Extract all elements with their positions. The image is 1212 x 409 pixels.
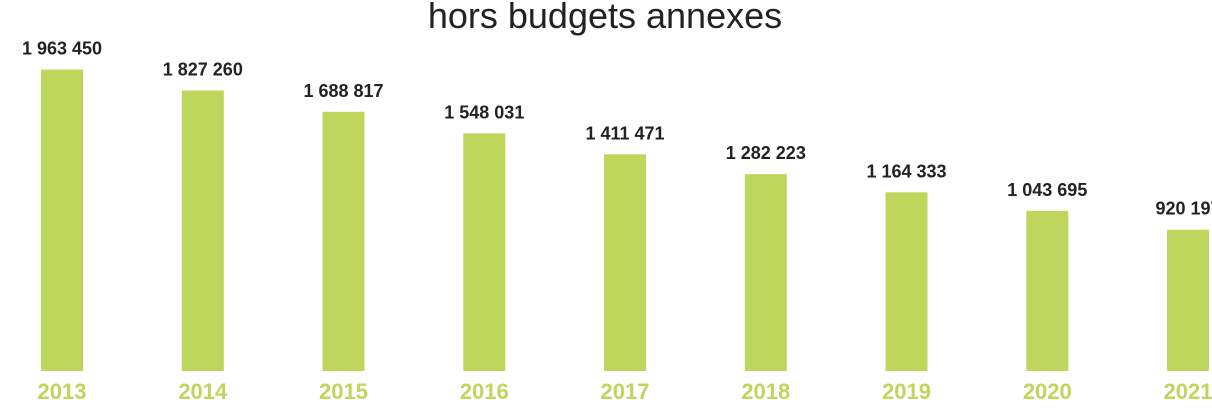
year-label-2016: 2016 <box>460 379 509 404</box>
year-label-2019: 2019 <box>882 379 931 404</box>
bar-2018 <box>744 174 787 371</box>
bar-2017 <box>604 154 646 371</box>
bar-2020 <box>1026 210 1069 371</box>
year-label-2014: 2014 <box>178 379 228 404</box>
bar-2016 <box>463 133 506 371</box>
value-label-2013: 1 963 450 <box>22 39 102 59</box>
year-label-2018: 2018 <box>741 379 790 404</box>
value-label-2020: 1 043 695 <box>1007 180 1087 200</box>
year-labels-group: 2013 2014 2015 2016 2017 2018 2019 2020 2021 <box>38 379 1212 404</box>
value-label-2016: 1 548 031 <box>444 102 524 122</box>
year-label-2020: 2020 <box>1023 379 1072 404</box>
value-label-2018: 1 282 223 <box>726 143 806 163</box>
value-label-2014: 1 827 260 <box>163 60 243 80</box>
bar-2014 <box>181 90 224 371</box>
year-label-2017: 2017 <box>601 379 650 404</box>
value-label-2015: 1 688 817 <box>303 81 383 101</box>
value-label-2021: 920 197 <box>1155 199 1212 219</box>
bar-2019 <box>885 192 928 371</box>
year-label-2021: 2021 <box>1164 379 1212 404</box>
value-label-2017: 1 411 471 <box>585 123 664 143</box>
bar-2021 <box>1167 229 1209 371</box>
year-label-2013: 2013 <box>38 379 87 404</box>
value-labels-group: 1 963 450 1 827 260 1 688 817 1 548 031 1 41… <box>22 39 1212 219</box>
value-label-2019: 1 164 333 <box>866 161 946 181</box>
year-label-2015: 2015 <box>319 379 368 404</box>
bar-2015 <box>322 111 365 372</box>
chart-title: hors budgets annexes <box>428 0 782 36</box>
bars-group <box>41 69 1209 372</box>
bar-2013 <box>41 69 83 371</box>
